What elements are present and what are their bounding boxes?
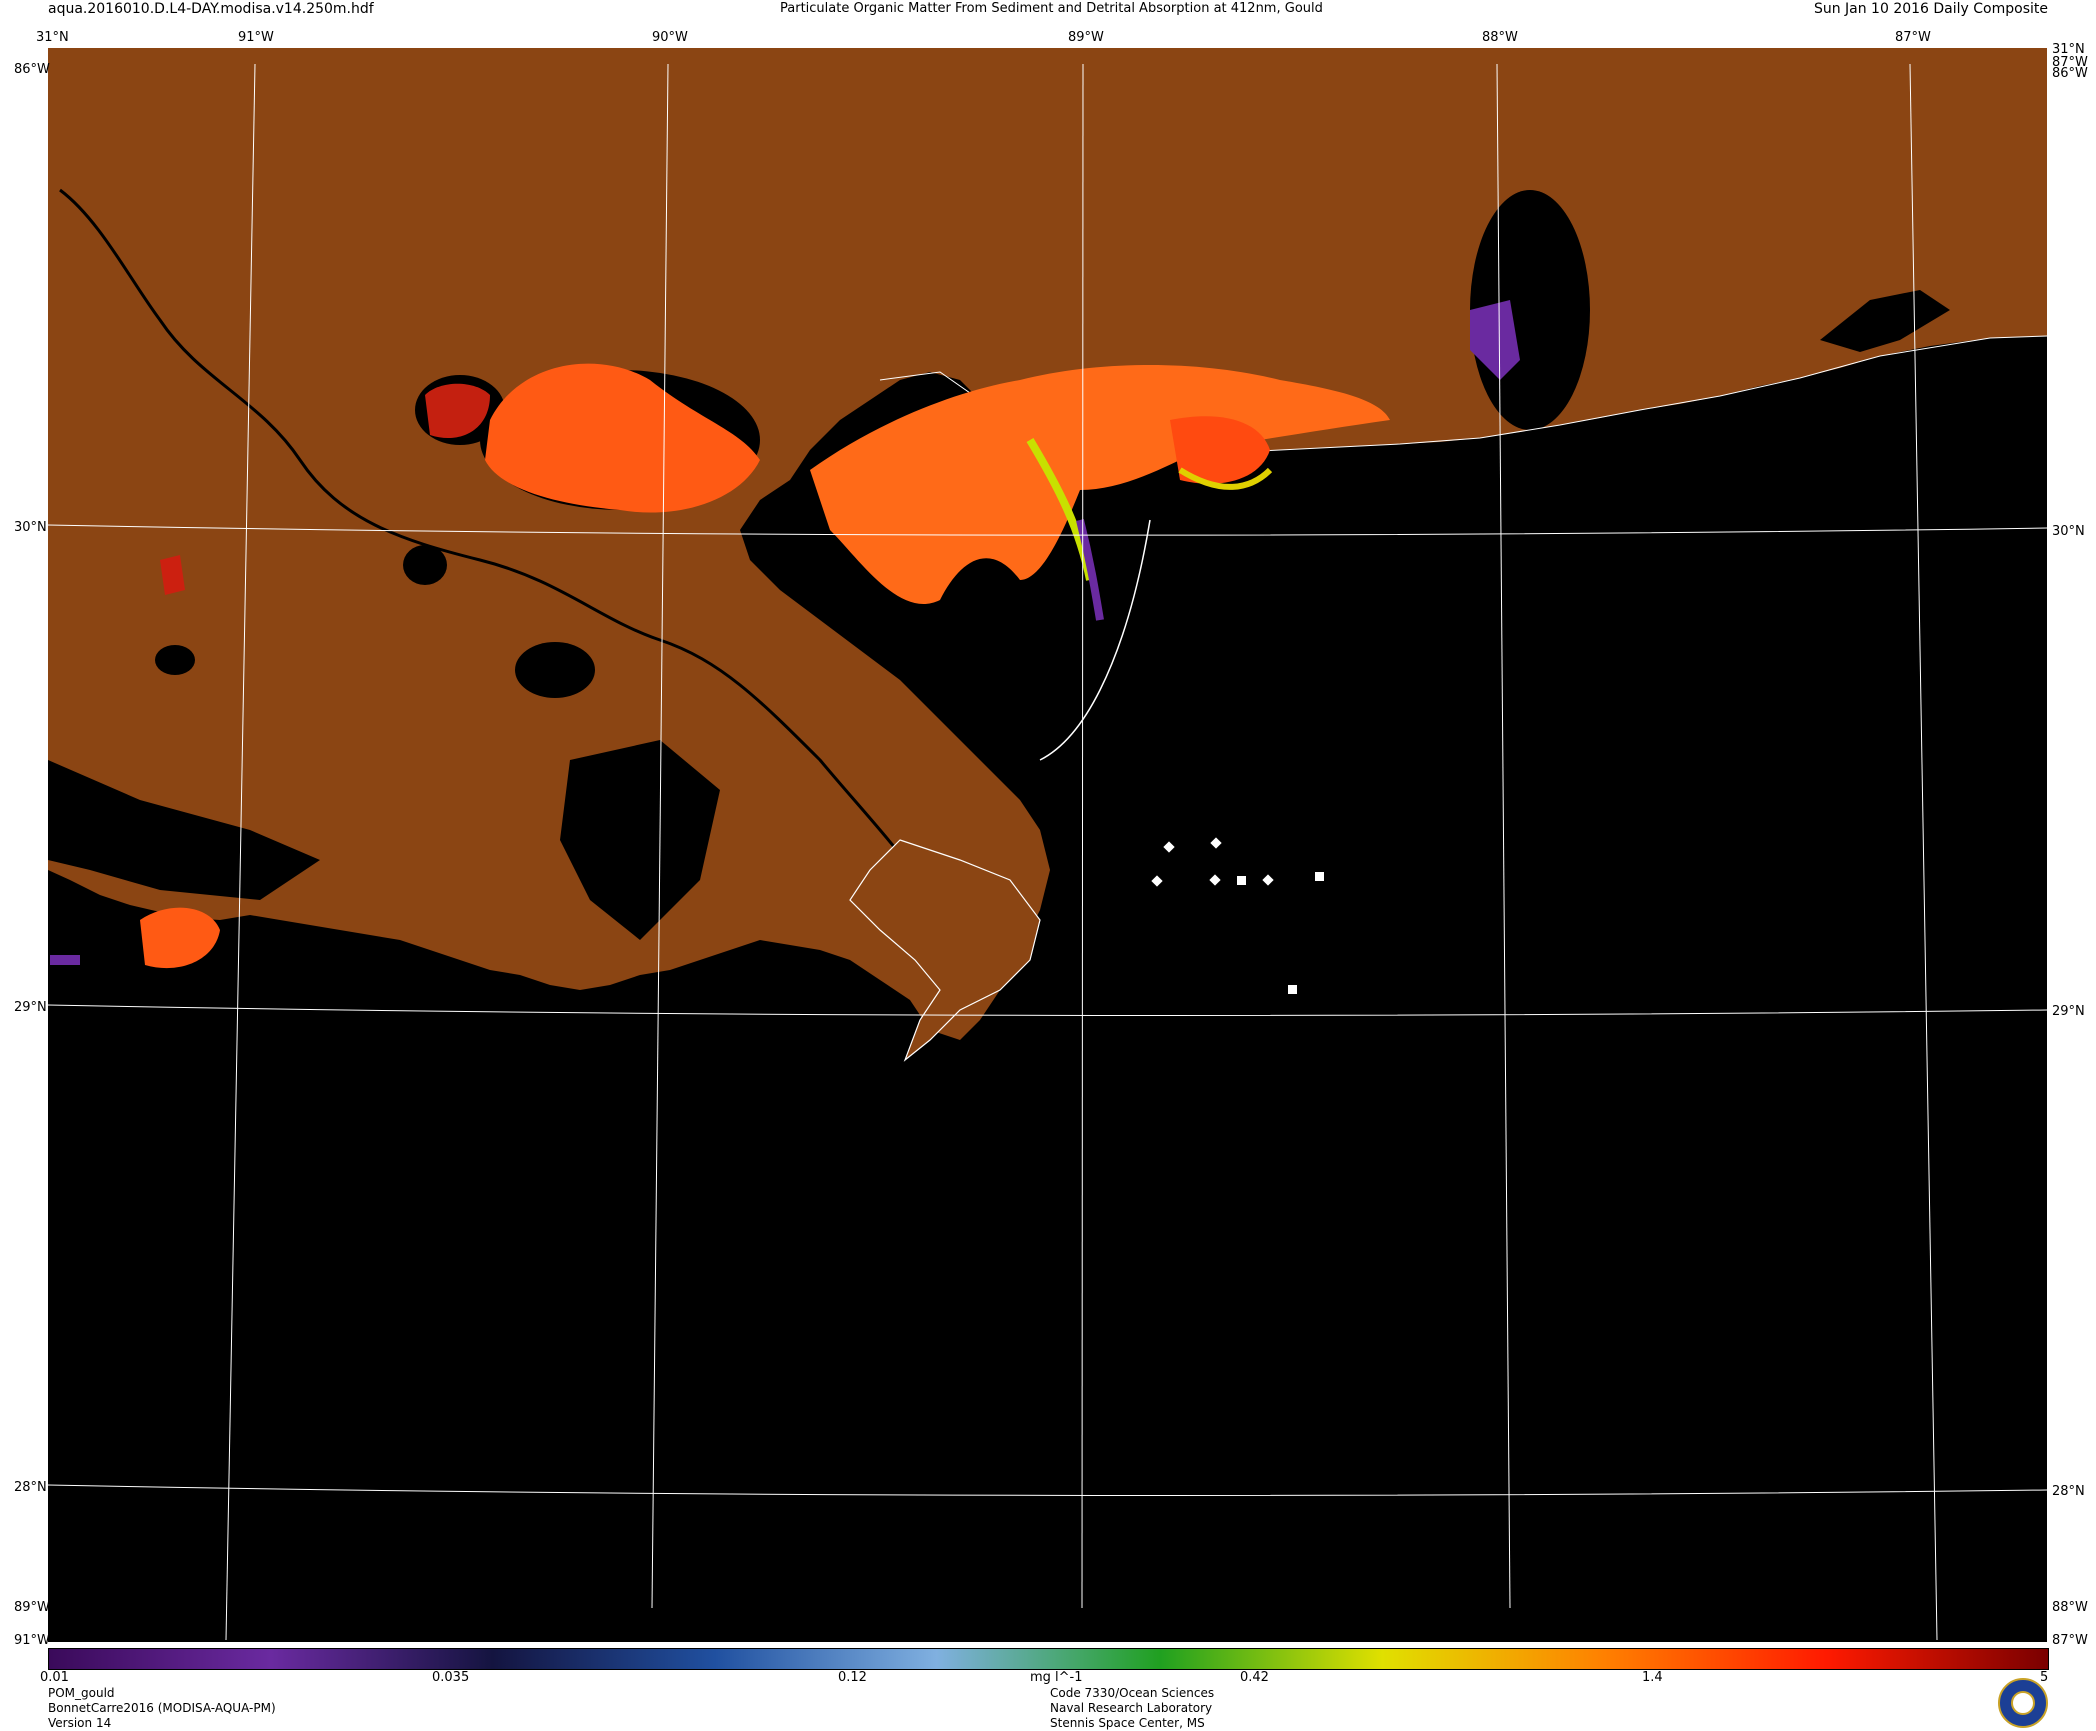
pom-west-purple: [50, 955, 80, 965]
southwest-marsh: [48, 760, 320, 900]
org-code: Code 7330/Ocean Sciences: [1050, 1686, 1215, 1700]
color-scale-bar: [48, 1648, 2049, 1670]
lon-line-88w: [1496, 63, 1511, 1609]
lon-line-89w: [1081, 63, 1084, 1609]
corner-top-right-lat: 31°N: [2052, 42, 2085, 57]
nrl-seal-logo: [1998, 1678, 2048, 1728]
lat-label-28n-right: 28°N: [2052, 1484, 2085, 1499]
colorbar-tick-0: 0.01: [40, 1670, 69, 1685]
product-name: POM_gould: [48, 1686, 115, 1700]
chandeleur-islands: [1039, 519, 1151, 761]
footer-center: Code 7330/Ocean Sciences Naval Research …: [1050, 1686, 1214, 1731]
mississippi-river: [59, 188, 962, 941]
colorbar-tick-2: 0.12: [838, 1670, 867, 1685]
lon-label-91w: 91°W: [238, 30, 274, 45]
org-name: Naval Research Laboratory: [1050, 1701, 1213, 1715]
lon-label-90w: 90°W: [652, 30, 688, 45]
pom-mobile-bay: [1470, 300, 1520, 380]
lat-label-28n-left: 28°N: [14, 1480, 47, 1495]
colorbar-tick-5: 5: [2040, 1670, 2049, 1685]
lon-line-90w: [651, 63, 669, 1609]
offshore-platform-markers: [1151, 837, 1324, 994]
lon-label-87w: 87°W: [1895, 30, 1931, 45]
dataset-name: BonnetCarre2016 (MODISA-AQUA-PM): [48, 1701, 276, 1715]
colorbar-tick-3: 0.42: [1240, 1670, 1269, 1685]
corner-top-right-lon-b: 86°W: [2052, 66, 2088, 81]
bottom-left-lon-91w: 91°W: [14, 1633, 50, 1648]
bird-foot-delta: [849, 839, 1041, 1062]
corner-top-left-lat: 31°N: [36, 30, 69, 45]
image-title: Particulate Organic Matter From Sediment…: [780, 1, 1323, 16]
lake-borgne: [770, 530, 850, 590]
pom-lake-maurepas: [425, 383, 490, 439]
lake-west-2: [515, 642, 595, 698]
lat-label-29n-left: 29°N: [14, 1000, 47, 1015]
graticule: [47, 63, 2048, 1641]
pom-mississippi-coast-yellow: [1178, 467, 1273, 490]
barataria-marsh: [560, 740, 720, 940]
lake-west-3: [155, 645, 195, 675]
lat-label-30n-left: 30°N: [14, 520, 47, 535]
lake-west-1: [403, 545, 447, 585]
lon-line-87w: [1909, 63, 1938, 1641]
lat-label-29n-right: 29°N: [2052, 1004, 2085, 1019]
lon-line-91w: [225, 63, 256, 1641]
composite-date: Sun Jan 10 2016 Daily Composite: [1813, 1, 2048, 17]
bottom-right-lon-87w: 87°W: [2052, 1633, 2088, 1648]
lat-label-30n-right: 30°N: [2052, 524, 2085, 539]
lat-line-30n: [47, 524, 2048, 536]
bottom-right-lon-88w: 88°W: [2052, 1600, 2088, 1615]
corner-top-left-lon: 86°W: [14, 62, 50, 77]
file-name: aqua.2016010.D.L4-DAY.modisa.v14.250m.hd…: [48, 1, 374, 17]
colorbar-tick-4: 1.4: [1642, 1670, 1663, 1685]
corner-top-right-lon-a: 87°W: [2052, 55, 2088, 70]
pom-west-patch: [140, 907, 220, 969]
pom-inland-red: [160, 555, 185, 595]
org-location: Stennis Space Center, MS: [1050, 1716, 1205, 1730]
pom-lake-pontchartrain: [485, 363, 760, 513]
bottom-left-lon-89w: 89°W: [14, 1600, 50, 1615]
lat-line-29n: [47, 1004, 2048, 1016]
lon-label-88w: 88°W: [1482, 30, 1518, 45]
pom-mississippi-coast: [1170, 416, 1270, 484]
colorbar-unit: mg l^-1: [1030, 1670, 1083, 1685]
lat-line-28n: [47, 1484, 2048, 1496]
lon-label-89w: 89°W: [1068, 30, 1104, 45]
version-label: Version 14: [48, 1716, 112, 1730]
pensacola-bay: [1820, 290, 1950, 352]
footer-left: POM_gould BonnetCarre2016 (MODISA-AQUA-P…: [48, 1686, 276, 1731]
colorbar-tick-1: 0.035: [432, 1670, 470, 1685]
